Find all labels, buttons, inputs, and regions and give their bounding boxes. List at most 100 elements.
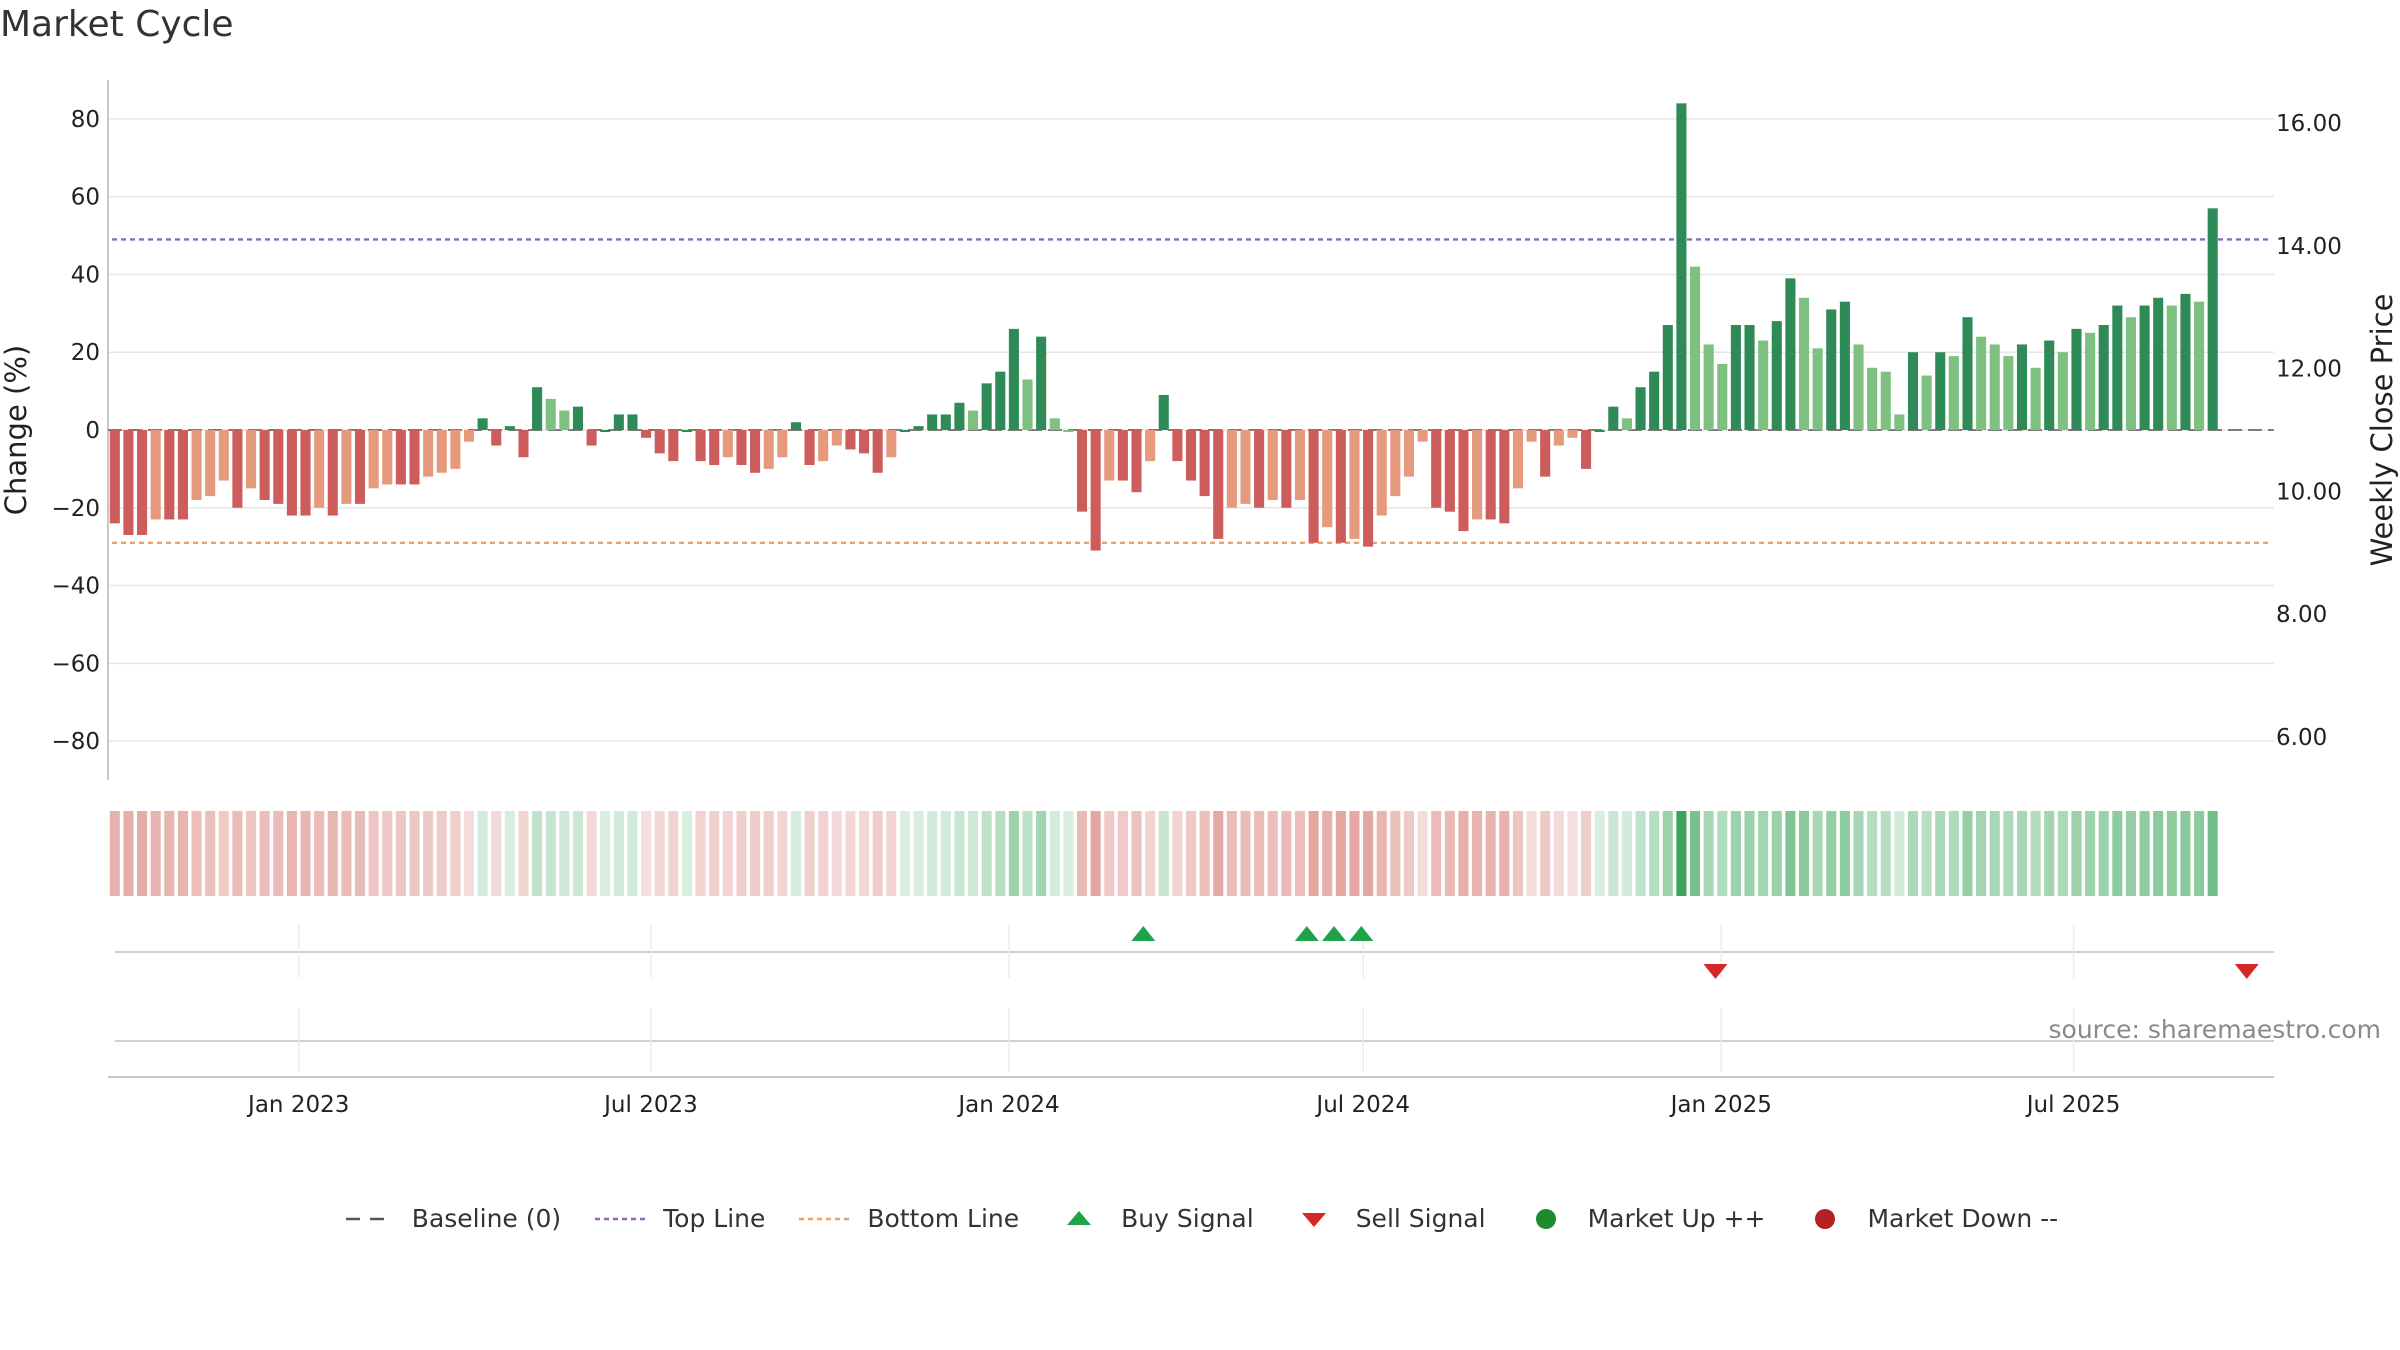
legend-label: Market Up ++ bbox=[1587, 1204, 1766, 1233]
change-bar bbox=[1730, 325, 1741, 430]
change-bar bbox=[2166, 305, 2177, 430]
change-bar bbox=[1403, 430, 1415, 477]
change-bar bbox=[1335, 430, 1346, 543]
legend-item-mup: Market Up ++ bbox=[1518, 1204, 1766, 1233]
cycle-strip-cell bbox=[627, 811, 638, 896]
change-bar bbox=[695, 430, 706, 462]
cycle-strip-cell bbox=[886, 811, 897, 896]
change-bar bbox=[1608, 406, 1619, 430]
cycle-strip-cell bbox=[1335, 811, 1346, 896]
x-tick-label: Jan 2024 bbox=[956, 1092, 1059, 1118]
cycle-strip-cell bbox=[1022, 811, 1033, 896]
y-tick-label: 0 bbox=[85, 418, 100, 444]
change-bar bbox=[518, 430, 529, 458]
change-bar bbox=[109, 430, 120, 524]
dotted-line-icon bbox=[799, 1217, 852, 1220]
cycle-strip-cell bbox=[736, 811, 747, 896]
y-tick-label: 60 bbox=[71, 185, 100, 211]
change-bar bbox=[1254, 430, 1265, 508]
cycle-strip-cell bbox=[681, 811, 693, 896]
dash-line-icon bbox=[345, 1217, 394, 1220]
change-bar bbox=[1785, 278, 1796, 430]
y-tick-label: 40 bbox=[71, 262, 100, 288]
change-bar bbox=[1240, 430, 1251, 504]
cycle-strip-cell bbox=[1363, 811, 1374, 896]
cycle-strip-cell bbox=[259, 811, 270, 896]
dotted-line-icon bbox=[595, 1217, 648, 1220]
cycle-strip-cell bbox=[1812, 811, 1823, 896]
cycle-strip-cell bbox=[368, 811, 379, 896]
cycle-strip-cell bbox=[1689, 811, 1701, 896]
change-bar bbox=[1553, 430, 1564, 446]
change-bar bbox=[668, 430, 679, 462]
change-bars bbox=[109, 103, 2218, 551]
cycle-strip-cell bbox=[1758, 811, 1769, 896]
cycle-strip-cell bbox=[2139, 811, 2150, 896]
cycle-strip-cell bbox=[477, 811, 488, 896]
change-bar bbox=[463, 430, 475, 442]
cycle-strip-cell bbox=[1145, 811, 1156, 896]
cycle-strip-cell bbox=[300, 811, 311, 896]
change-bar bbox=[1853, 344, 1864, 430]
change-bar bbox=[2085, 332, 2096, 430]
cycle-strip-cell bbox=[572, 811, 584, 896]
x-tick-label: Jan 2023 bbox=[246, 1092, 349, 1118]
cycle-strip-cell bbox=[2125, 811, 2137, 896]
cycle-strip-cell bbox=[1635, 811, 1646, 896]
y2-tick-label: 12.00 bbox=[2276, 357, 2342, 383]
change-bar bbox=[899, 430, 910, 432]
change-bar bbox=[423, 430, 434, 477]
change-bar bbox=[477, 418, 488, 430]
cycle-strip-cell bbox=[586, 811, 597, 896]
cycle-strip-cell bbox=[2112, 811, 2123, 896]
cycle-strip-cell bbox=[123, 811, 134, 896]
change-bar bbox=[1063, 430, 1074, 432]
cycle-strip-cell bbox=[2194, 811, 2205, 896]
x-tick-label: Jan 2025 bbox=[1669, 1092, 1772, 1118]
x-tick-label: Jul 2023 bbox=[602, 1092, 698, 1118]
cycle-strip-cell bbox=[818, 811, 829, 896]
cycle-strip-cell bbox=[831, 811, 842, 896]
cycle-strip-cell bbox=[2153, 811, 2164, 896]
cycle-strip-cell bbox=[205, 811, 216, 896]
change-bar bbox=[1676, 103, 1687, 430]
change-bar bbox=[1213, 430, 1224, 539]
change-bar bbox=[1567, 430, 1578, 438]
change-bar bbox=[532, 387, 543, 430]
change-bar bbox=[967, 410, 979, 430]
cycle-strip-cell bbox=[954, 811, 965, 896]
cycle-strip bbox=[109, 811, 2218, 896]
cycle-strip-cell bbox=[1649, 811, 1660, 896]
change-bar bbox=[164, 430, 175, 520]
change-bar bbox=[681, 430, 693, 432]
cycle-strip-cell bbox=[1798, 811, 1810, 896]
cycle-strip-cell bbox=[1008, 811, 1019, 896]
cycle-strip-cell bbox=[1049, 811, 1060, 896]
change-bar bbox=[654, 430, 665, 454]
cycle-strip-cell bbox=[1104, 811, 1115, 896]
cycle-strip-cell bbox=[1703, 811, 1714, 896]
change-bar bbox=[845, 430, 856, 450]
cycle-strip-cell bbox=[518, 811, 529, 896]
change-bar bbox=[177, 430, 188, 520]
change-bar bbox=[954, 402, 965, 430]
change-bar bbox=[1376, 430, 1387, 516]
change-bar bbox=[286, 430, 297, 516]
change-bar bbox=[1812, 348, 1823, 430]
axes: 80 60 40 20 0 −20 −40 −60 −80 16.00 14.00 12.00 10.0… bbox=[51, 80, 2342, 780]
change-bar bbox=[586, 430, 597, 446]
change-bar bbox=[1349, 430, 1360, 539]
y2-tick-label: 16.00 bbox=[2276, 111, 2342, 137]
change-bar bbox=[137, 430, 148, 535]
buy-signal-marker bbox=[1131, 926, 1156, 941]
cycle-strip-cell bbox=[1485, 811, 1496, 896]
cycle-strip-cell bbox=[967, 811, 979, 896]
cycle-strip-cell bbox=[1322, 811, 1333, 896]
change-bar bbox=[1131, 430, 1142, 493]
cycle-strip-cell bbox=[1281, 811, 1292, 896]
change-bar bbox=[1226, 430, 1237, 508]
change-bar bbox=[763, 430, 774, 469]
change-bar bbox=[1281, 430, 1292, 508]
change-bar bbox=[736, 430, 747, 465]
change-bar bbox=[1472, 430, 1483, 520]
